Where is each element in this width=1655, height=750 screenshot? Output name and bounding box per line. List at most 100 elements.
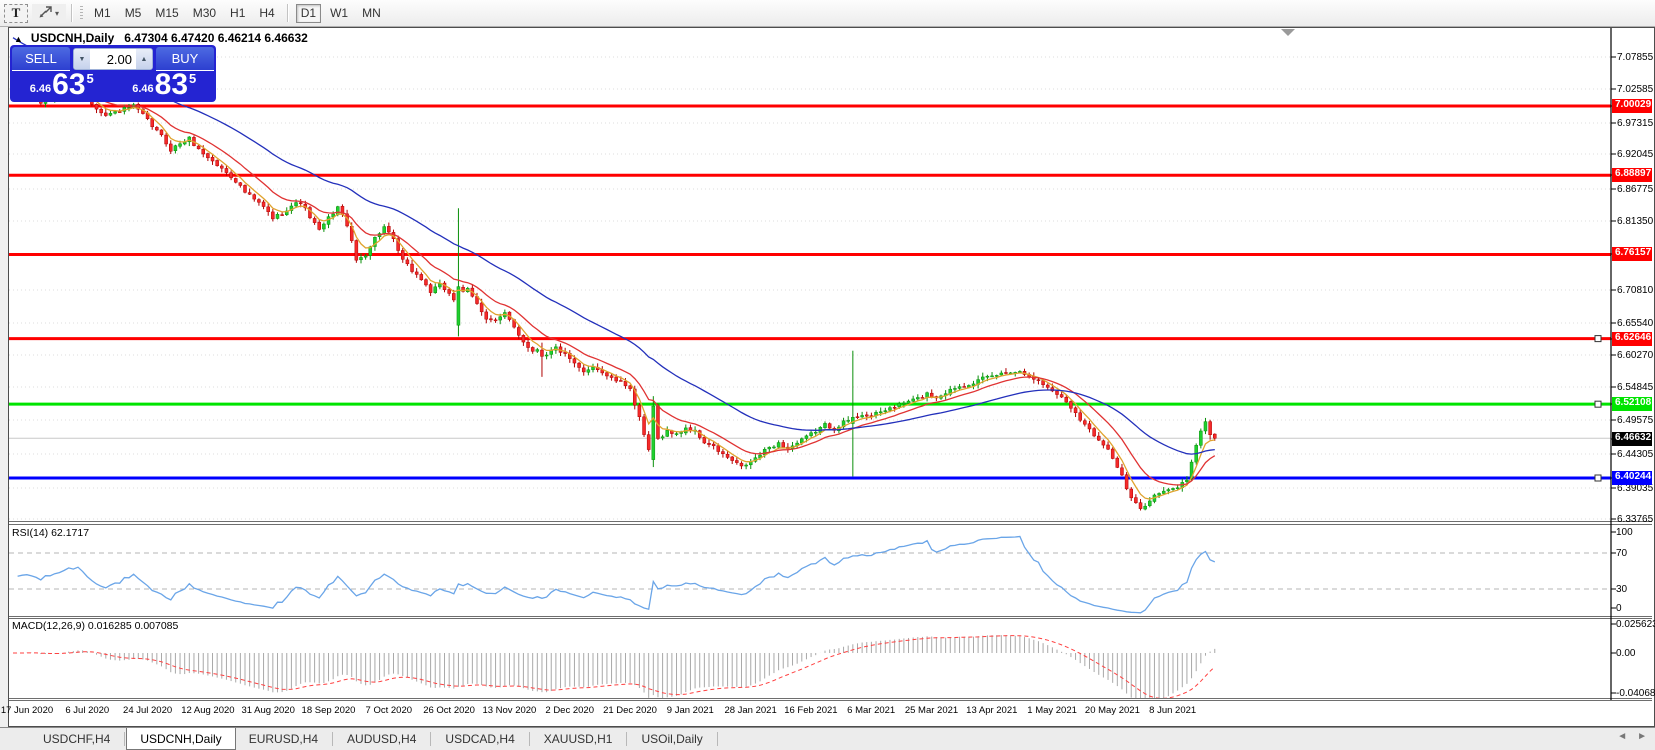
timeframe-button-w1[interactable]: W1 <box>325 4 353 23</box>
buy-button[interactable]: BUY <box>156 47 214 71</box>
price-axis-badge-red: 7.00029 <box>1612 99 1652 113</box>
price-axis-label: 6.44305 <box>1617 449 1654 460</box>
date-axis-label: 6 Mar 2021 <box>847 705 896 716</box>
price-axis-badge-red: 6.76157 <box>1612 247 1652 261</box>
date-axis-label: 12 Aug 2020 <box>181 705 235 716</box>
chart-title-ohlc: 6.47304 6.47420 6.46214 6.46632 <box>124 31 308 45</box>
timeframe-button-m1[interactable]: M1 <box>89 4 116 23</box>
date-axis-label: 9 Jan 2021 <box>666 705 714 716</box>
tab-divider <box>528 732 530 746</box>
timeframe-button-m15[interactable]: M15 <box>150 4 183 23</box>
chart-window: ▲ USDCNH,Daily 6.47304 6.47420 6.46214 6… <box>1 27 1655 727</box>
price-axis-label: 6.81350 <box>1617 216 1654 227</box>
buy-price[interactable]: 6.46 83 5 <box>115 68 215 101</box>
timeframe-button-h4[interactable]: H4 <box>254 4 279 23</box>
chart-tab-eurusd-h4[interactable]: EURUSD,H4 <box>248 732 319 746</box>
chart-title: ▲ USDCNH,Daily 6.47304 6.47420 6.46214 6… <box>14 31 308 45</box>
price-axis-label: 6.54845 <box>1617 382 1654 393</box>
date-axis-label: 20 May 2021 <box>1084 705 1140 716</box>
price-axis-badge-green: 6.52108 <box>1612 397 1652 411</box>
top-toolbar: T ▾ M1 M5 M15 M30 H1 H4 D1 W1 MN <box>0 0 1655 27</box>
price-axis-label: 6.65540 <box>1617 318 1654 329</box>
date-axis-label: 6 Jul 2020 <box>65 705 110 716</box>
indicator-axis-label: 0 <box>1616 603 1622 614</box>
price-axis-label: 7.07855 <box>1617 52 1654 63</box>
price-chart-canvas[interactable] <box>9 28 1652 724</box>
date-axis-label: 13 Apr 2021 <box>966 705 1018 716</box>
indicator-axis-label: 100 <box>1616 527 1633 538</box>
price-axis-label: 6.86775 <box>1617 184 1654 195</box>
chart-tab-usoil-daily[interactable]: USOil,Daily <box>641 732 703 746</box>
price-axis-label: 6.70810 <box>1617 285 1654 296</box>
text-tool-button[interactable]: T <box>4 3 28 23</box>
sell-price-big: 63 <box>52 68 86 101</box>
sell-price-sup: 5 <box>86 71 94 86</box>
tab-divider <box>332 732 334 746</box>
date-axis-label: 7 Oct 2020 <box>365 705 413 716</box>
tabs-scroll-left-button[interactable]: ◄ <box>1617 731 1628 742</box>
date-axis-label: 31 Aug 2020 <box>241 705 295 716</box>
chart-tab-usdchf-h4[interactable]: USDCHF,H4 <box>43 732 111 746</box>
price-axis-label: 7.02585 <box>1617 84 1654 95</box>
macd-indicator-label: MACD(12,26,9) 0.016285 0.007085 <box>12 620 179 632</box>
volume-increase-button[interactable]: ▲ <box>136 49 152 69</box>
buy-price-sup: 5 <box>189 71 197 86</box>
arrows-tool-button[interactable]: ▾ <box>32 3 67 23</box>
symbol-marker-icon: ▲ <box>14 34 23 44</box>
date-axis-label: 18 Sep 2020 <box>301 705 356 716</box>
price-axis-label: 6.60270 <box>1617 350 1654 361</box>
indicator-axis-label: 70 <box>1616 548 1628 559</box>
date-axis-label: 26 Oct 2020 <box>423 705 475 716</box>
price-axis-label: 6.92045 <box>1617 149 1654 160</box>
tab-divider <box>716 732 718 746</box>
date-axis-label: 2 Dec 2020 <box>545 705 594 716</box>
volume-decrease-button[interactable]: ▼ <box>74 49 90 69</box>
chart-title-symbol: USDCNH,Daily <box>30 31 115 45</box>
timeframe-button-m5[interactable]: M5 <box>120 4 147 23</box>
tab-divider <box>430 732 432 746</box>
buy-price-big: 83 <box>154 68 189 101</box>
price-axis-label: 6.39035 <box>1617 483 1654 494</box>
indicator-axis-label: 30 <box>1616 584 1628 595</box>
sell-button[interactable]: SELL <box>12 47 70 71</box>
volume-stepper[interactable]: ▼ 2.00 ▲ <box>73 48 153 70</box>
sell-price[interactable]: 6.46 63 5 <box>12 68 112 101</box>
sell-price-small: 6.46 <box>29 83 52 95</box>
price-axis-badge-red: 6.88897 <box>1612 168 1652 182</box>
chart-tab-bar: USDCHF,H4 USDCNH,Daily EURUSD,H4 AUDUSD,H4 U… <box>0 727 1655 750</box>
timeframe-button-mn[interactable]: MN <box>357 4 386 23</box>
toolbar-grip <box>80 6 84 20</box>
timeframe-button-d1[interactable]: D1 <box>295 3 322 23</box>
volume-value[interactable]: 2.00 <box>106 51 132 67</box>
date-axis-label: 8 Jun 2021 <box>1149 705 1197 716</box>
date-axis-label: 24 Jul 2020 <box>123 705 173 716</box>
timeframe-button-h1[interactable]: H1 <box>225 4 250 23</box>
indicator-axis-label: -0.040687 <box>1616 688 1655 699</box>
date-axis-label: 21 Dec 2020 <box>603 705 657 716</box>
date-axis-label: 13 Nov 2020 <box>482 705 537 716</box>
chart-tab-usdcad-h4[interactable]: USDCAD,H4 <box>445 732 515 746</box>
one-click-trading-panel: SELL ▼ 2.00 ▲ BUY 6.46 63 5 6.46 83 5 <box>10 45 216 102</box>
buy-price-small: 6.46 <box>132 83 154 95</box>
price-axis-label: 6.49575 <box>1617 415 1654 426</box>
price-axis-badge-black: 6.46632 <box>1612 432 1652 446</box>
date-axis-label: 17 Jun 2020 <box>0 705 54 716</box>
tab-divider <box>626 732 628 746</box>
tabs-scroll-right-button[interactable]: ► <box>1637 731 1647 742</box>
chart-tab-xauusd-h1[interactable]: XAUUSD,H1 <box>543 732 613 746</box>
date-axis-label: 1 May 2021 <box>1027 705 1077 716</box>
date-axis-label: 16 Feb 2021 <box>784 705 838 716</box>
date-axis-label: 28 Jan 2021 <box>724 705 777 716</box>
timeframe-button-m30[interactable]: M30 <box>188 4 221 23</box>
chart-tab-audusd-h4[interactable]: AUDUSD,H4 <box>347 732 417 746</box>
tab-divider <box>124 732 126 746</box>
price-axis-label: 6.97315 <box>1617 118 1654 129</box>
arrows-tool-icon <box>39 5 53 21</box>
chart-tab-usdcnh-daily[interactable]: USDCNH,Daily <box>126 728 236 750</box>
chevron-down-icon: ▾ <box>55 8 60 18</box>
price-axis-badge-blue: 6.40244 <box>1612 471 1652 485</box>
indicator-axis-label: 0.00 <box>1616 648 1636 659</box>
rsi-indicator-label: RSI(14) 62.1717 <box>12 527 90 539</box>
price-axis-badge-red: 6.62646 <box>1612 332 1652 346</box>
date-axis-label: 25 Mar 2021 <box>904 705 959 716</box>
